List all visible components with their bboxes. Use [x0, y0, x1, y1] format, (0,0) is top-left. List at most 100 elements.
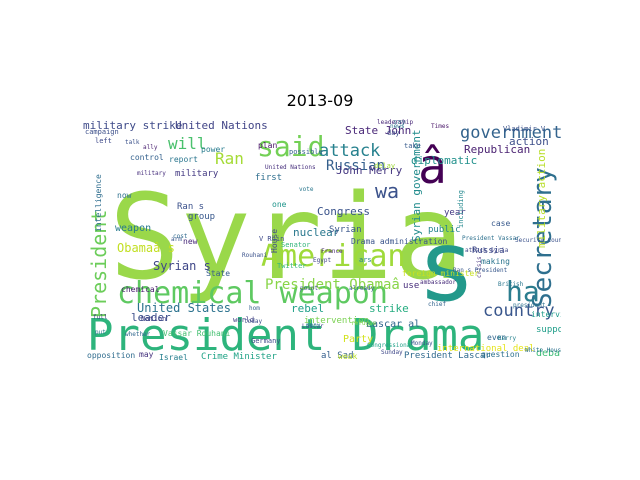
- word-senator-88: Senator: [281, 241, 311, 249]
- word-diplomatic-27: diplomatic: [411, 154, 477, 167]
- word-crisis-106: crisis: [476, 256, 483, 278]
- word-international-deal-64: international deal: [437, 344, 535, 354]
- word-president-vassar-117: President Vassar: [462, 235, 520, 242]
- word-use-49: use: [403, 281, 419, 291]
- word-arm-120: arm: [171, 236, 182, 243]
- word-point-126: point: [300, 285, 318, 292]
- word-attack-syria-105: attack Syria: [465, 247, 509, 254]
- word-sunday-90: Sunday: [381, 349, 403, 356]
- word-ambassador-104: ambassador: [420, 279, 457, 286]
- word-chemical-weapon-3: chemical weapon: [117, 276, 388, 311]
- word-secretary-7: Secretary: [528, 167, 558, 308]
- word-first-51: first: [255, 173, 282, 183]
- word-times-107: Times: [431, 123, 449, 130]
- word-military-127: military: [137, 170, 166, 177]
- word-syrian-63: Syrian: [329, 225, 362, 235]
- word-leader-35: leader: [131, 311, 171, 324]
- word-weapon-34: weapon: [115, 223, 151, 234]
- word-security-council-84: Security Council: [515, 237, 561, 244]
- word-monday-108: Monday: [411, 340, 433, 347]
- word-ran-s-president-111: Ran s President: [453, 267, 508, 274]
- word-congressional-103: Congressional: [367, 342, 414, 349]
- word-united-states-13: United States: [137, 301, 231, 315]
- word-military-strike-21: military strike: [83, 119, 182, 132]
- word-vassar-rouhani-72: Vassar Rouhani: [163, 329, 231, 338]
- word-wa-14: wa: [375, 179, 399, 203]
- word-ally-96: ally: [143, 144, 158, 151]
- word-support-39: support: [536, 325, 561, 335]
- word-interview-66: interview: [531, 310, 561, 319]
- word-al-sad-41: al Sad: [321, 351, 354, 361]
- word-many-125: many: [306, 322, 321, 329]
- chart-title: 2013-09: [286, 91, 354, 110]
- word-state-52: State: [206, 269, 230, 278]
- word-said-5: said: [257, 130, 324, 163]
- word-ars-115: ars: [359, 256, 372, 264]
- word-nation-70: Nation: [141, 315, 166, 323]
- word-germany-68: Germany: [251, 337, 281, 345]
- word-debate-38: debate: [536, 348, 561, 359]
- word-public-46: public: [428, 225, 461, 235]
- word-house-53: House: [270, 229, 279, 253]
- word-chemical-71: chemical: [121, 285, 160, 294]
- word-question-67: question: [481, 350, 520, 359]
- word-control-57: control: [130, 153, 164, 162]
- word-president-10: President: [87, 210, 111, 318]
- word-will-15: will: [168, 134, 207, 153]
- word-whether-97: whether: [125, 331, 151, 338]
- word-campaign-74: campaign: [85, 128, 119, 136]
- word-action-30: action: [509, 135, 549, 148]
- word-intervention-62: intervention: [304, 316, 369, 326]
- word-v-ruin-110: V Ruin: [259, 235, 284, 243]
- word-white-house-94: White House: [525, 347, 561, 354]
- word-rebel-25: rebel: [291, 302, 324, 315]
- word-now-58: now: [117, 191, 132, 200]
- word-intelligence-73: intelligence: [94, 174, 103, 232]
- word-vote-92: vote: [299, 186, 314, 193]
- word-leadership-109: leadership: [377, 119, 414, 126]
- word-american-4: American: [261, 239, 406, 274]
- word-syrian-government-24: Syrian government: [410, 129, 423, 242]
- word-obama-s-20: Obamaâ s: [117, 241, 175, 255]
- word-making-65: making: [481, 257, 510, 266]
- word-twitter-112: Twitter: [277, 262, 307, 270]
- word-united-nations-85: United Nations: [265, 164, 316, 171]
- word-drama-administration-83: Drama administration: [351, 237, 448, 246]
- word-country-12: country: [483, 301, 555, 321]
- word-egypt-101: Egypt: [313, 257, 331, 264]
- word-report-56: report: [169, 155, 198, 164]
- word-weak-82: weak: [338, 352, 357, 361]
- word-case-77: case: [491, 219, 510, 228]
- word-day-78: day: [387, 129, 400, 137]
- word-israel-43: Israel: [159, 353, 188, 362]
- word-full-121: full: [93, 314, 108, 321]
- word-government-9: government: [460, 123, 561, 143]
- word-chief-114: chief: [428, 301, 446, 308]
- word-world-69: world: [233, 316, 254, 324]
- word-may-45: may: [139, 350, 154, 359]
- word-party-36: Party: [343, 334, 373, 345]
- word-group-50: group: [188, 212, 215, 222]
- word-hom-124: hom: [249, 305, 260, 312]
- word-lascar-al-37: Lascar al: [366, 319, 420, 330]
- word-even-75: even: [487, 333, 506, 342]
- word-john-merry-31: John Merry: [336, 164, 403, 177]
- word-crime-minister-40: Crime Minister: [201, 352, 277, 362]
- word-syria-0: Syria: [109, 168, 464, 306]
- word-year-47: year: [444, 208, 466, 218]
- word-news-100: news: [390, 123, 405, 130]
- word-state-john-23: State John: [345, 124, 411, 137]
- word-foreign-minister-76: foreign minister: [402, 269, 479, 278]
- word-today-123: today: [244, 318, 262, 325]
- word-president-obama-17: President Obamaâ: [265, 277, 400, 293]
- word-congress-32: Congress: [317, 205, 370, 218]
- word-president-lascar-42: President Lascar: [404, 351, 491, 361]
- word-strike-26: strike: [369, 302, 409, 315]
- word-republican-29: Republican: [464, 143, 530, 156]
- word-put-122: put: [95, 329, 106, 336]
- word-opposition-44: opposition: [87, 351, 135, 360]
- word-ran-s-54: Ran s: [177, 202, 204, 212]
- word-say-79: say: [393, 118, 406, 126]
- word-kerry-93: Kerry: [498, 335, 516, 342]
